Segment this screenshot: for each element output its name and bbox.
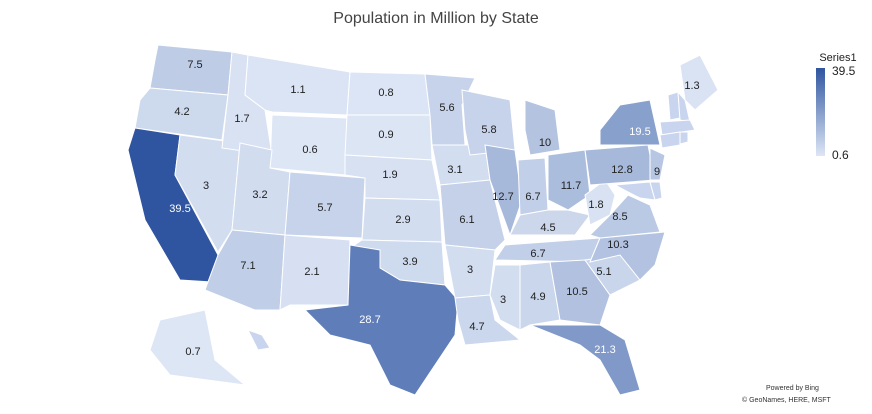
unlabeled-states: [246, 90, 696, 351]
state: [519, 261, 561, 331]
state: [303, 244, 459, 396]
data-label: 7.1: [240, 260, 255, 272]
data-label: 5.6: [439, 102, 454, 114]
chart-title: Population in Million by State: [333, 10, 539, 27]
data-label: 0.8: [378, 87, 393, 99]
data-label: 2.1: [304, 266, 319, 278]
data-label: 39.5: [169, 203, 190, 215]
data-label: 3.2: [252, 189, 267, 201]
data-label: 9: [654, 166, 660, 178]
state: [484, 144, 523, 237]
data-label: 0.6: [302, 144, 317, 156]
state-shape: [679, 131, 689, 145]
state: [509, 209, 591, 236]
data-label: 12.7: [492, 191, 513, 203]
data-label: 7.5: [187, 59, 202, 71]
data-label: 19.5: [629, 126, 650, 138]
data-label: 28.7: [359, 314, 380, 326]
state-shape: [659, 131, 681, 149]
data-label: 0.7: [185, 346, 200, 358]
data-label: 8.5: [612, 211, 627, 223]
state: [149, 309, 247, 386]
credit: Powered by Bing: [766, 385, 819, 392]
state-shape: [659, 119, 696, 136]
data-label: 4.7: [469, 321, 484, 333]
data-label: 5.1: [596, 266, 611, 278]
data-label: 6.7: [530, 248, 545, 260]
states: 7.5 4.2 39.5 3 1.7 1.1 0.6 3.2 7.1 5.7 2.1 0.8 0.9 1.…: [127, 44, 719, 396]
data-label: 1.1: [290, 84, 305, 96]
state: [494, 237, 601, 263]
state: [547, 149, 591, 211]
state-shape: [613, 181, 656, 201]
data-label: 3.1: [447, 164, 462, 176]
data-label: 3.9: [402, 256, 417, 268]
data-label: 6.1: [459, 214, 474, 226]
data-label: 4.5: [540, 222, 555, 234]
state: [549, 259, 611, 326]
data-label: 0.9: [378, 129, 393, 141]
color-tick-label: 39.5: [832, 64, 856, 78]
state: [517, 157, 549, 216]
state: [439, 179, 506, 251]
credit: © GeoNames, HERE, MSFT: [742, 396, 832, 404]
data-label: 1.8: [588, 199, 603, 211]
color-tick-label: 0.6: [832, 148, 849, 162]
data-label: 1.7: [234, 113, 249, 125]
data-label: 12.8: [611, 164, 632, 176]
data-label: 3: [203, 180, 209, 192]
data-label: 4.2: [174, 106, 189, 118]
state: [529, 324, 641, 396]
state-shape: [246, 329, 271, 351]
data-label: 10.5: [566, 286, 587, 298]
data-label: 2.9: [395, 214, 410, 226]
state-shape: [649, 181, 663, 201]
data-label: 11.7: [561, 180, 582, 192]
data-label: 21.3: [594, 344, 615, 356]
state: [679, 54, 719, 111]
data-label: 3: [500, 294, 506, 306]
state: [599, 99, 661, 146]
data-label: 6.7: [525, 191, 540, 203]
color-bar: [816, 68, 825, 156]
data-label: 1.3: [684, 80, 699, 92]
legend-title: Series1: [819, 52, 856, 64]
data-label: 3: [467, 264, 473, 276]
state: [279, 234, 351, 311]
data-label: 5.8: [481, 124, 496, 136]
data-label: 5.7: [317, 202, 332, 214]
data-label: 10: [539, 137, 551, 149]
data-label: 1.9: [382, 169, 397, 181]
state: [649, 147, 666, 181]
state: [134, 87, 229, 141]
data-label: 10.3: [607, 239, 628, 251]
state: [524, 99, 561, 156]
data-label: 4.9: [530, 291, 545, 303]
